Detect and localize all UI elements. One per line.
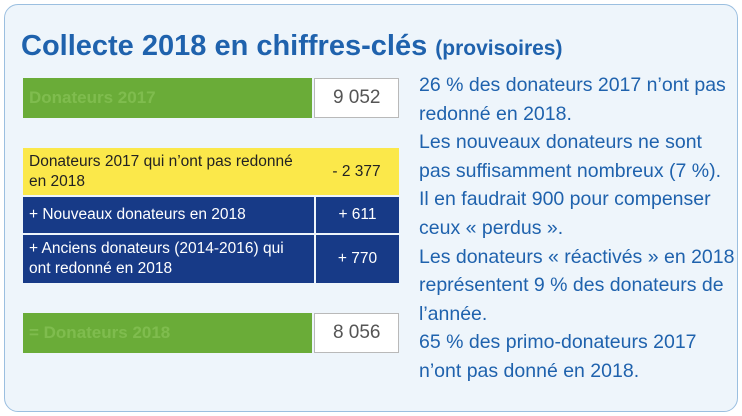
- table-row-value: + 611: [314, 197, 399, 233]
- page-title: Collecte 2018 en chiffres-clés (provisoi…: [21, 29, 562, 66]
- table-row-donors-2018: = Donateurs 2018 8 056: [23, 313, 399, 353]
- key-figures-table: Donateurs 2017 9 052 Donateurs 2017 qui …: [23, 78, 399, 353]
- table-row-label: + Anciens donateurs (2014-2016) qui ont …: [23, 235, 314, 283]
- table-row-donors-2017: Donateurs 2017 9 052: [23, 78, 399, 118]
- table-row-lost-donors: Donateurs 2017 qui n’ont pas redonné en …: [23, 148, 399, 195]
- finding-item: 65 % des primo-donateurs 2017 n’ont pas …: [419, 331, 697, 382]
- table-row-value: 8 056: [314, 313, 399, 353]
- finding-item: 26 % des donateurs 2017 n’ont pas redonn…: [419, 74, 726, 125]
- table-row-label: = Donateurs 2018: [23, 313, 313, 353]
- table-row-label: Donateurs 2017 qui n’ont pas redonné en …: [29, 152, 293, 190]
- table-row-value: - 2 377: [332, 162, 381, 180]
- table-row-new-donors: + Nouveaux donateurs en 2018 + 611: [23, 197, 399, 233]
- table-row-value: + 770: [314, 235, 399, 283]
- table-row-label: + Nouveaux donateurs en 2018: [23, 197, 314, 233]
- finding-item: Les donateurs « réactivés » en 2018 repr…: [419, 245, 735, 325]
- finding-item: Les nouveaux donateurs ne sont pas suffi…: [419, 131, 722, 239]
- key-findings-list: 26 % des donateurs 2017 n’ont pas redonn…: [419, 71, 735, 386]
- key-figures-card: Collecte 2018 en chiffres-clés (provisoi…: [4, 4, 738, 412]
- table-row-returning-donors: + Anciens donateurs (2014-2016) qui ont …: [23, 235, 399, 283]
- title-subtitle: (provisoires): [435, 37, 563, 60]
- title-main: Collecte 2018 en chiffres-clés: [21, 30, 428, 62]
- table-row-value: 9 052: [314, 78, 399, 118]
- table-row-label: Donateurs 2017: [23, 78, 313, 118]
